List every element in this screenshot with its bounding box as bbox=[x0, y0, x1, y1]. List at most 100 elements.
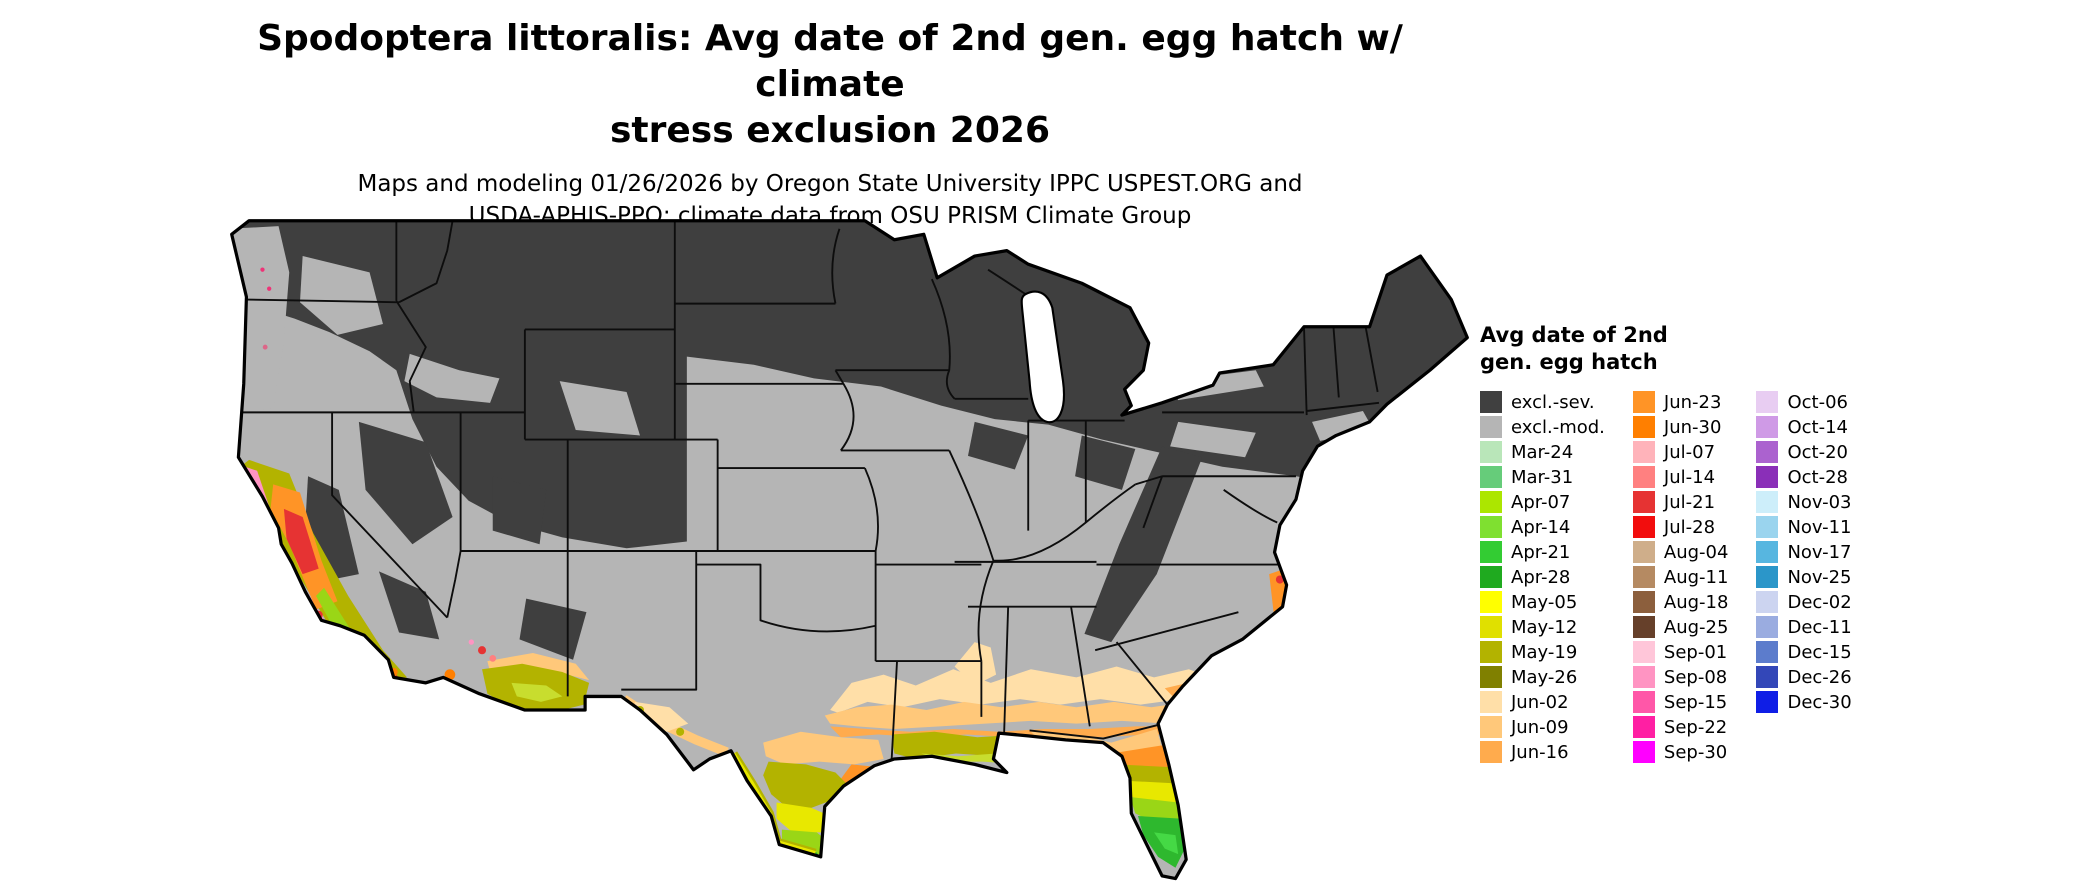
legend-color-swatch bbox=[1632, 541, 1655, 564]
legend-color-swatch bbox=[1632, 616, 1655, 639]
us-map bbox=[225, 218, 1470, 884]
map-title-line2: stress exclusion 2026 bbox=[610, 110, 1050, 152]
legend-label: Jun-02 bbox=[1511, 691, 1569, 713]
legend-color-swatch bbox=[1480, 666, 1502, 689]
legend-color-swatch bbox=[1756, 666, 1779, 689]
legend-title-line1: Avg date of 2nd bbox=[1480, 323, 1668, 347]
legend-label: Jul-28 bbox=[1663, 516, 1716, 538]
legend-label: Aug-18 bbox=[1663, 591, 1729, 613]
legend-item: Sep-01 bbox=[1632, 640, 1729, 665]
hatch-date-gradient-regions bbox=[235, 267, 1288, 879]
legend-color-swatch bbox=[1480, 641, 1502, 664]
legend-label: Dec-30 bbox=[1787, 691, 1852, 713]
legend-color-swatch bbox=[1480, 491, 1502, 514]
legend-item: Apr-14 bbox=[1480, 515, 1605, 540]
legend-item: Aug-25 bbox=[1632, 615, 1729, 640]
legend-item: Aug-11 bbox=[1632, 565, 1729, 590]
legend-item: Nov-11 bbox=[1756, 515, 1852, 540]
legend-item: Jun-09 bbox=[1480, 715, 1605, 740]
legend-color-swatch bbox=[1756, 591, 1779, 614]
legend-label: May-26 bbox=[1511, 666, 1578, 688]
legend-columns: excl.-sev. excl.-mod. Mar-24 Mar-31 bbox=[1480, 390, 2080, 765]
legend-item: Dec-15 bbox=[1756, 640, 1852, 665]
legend-item: Jul-07 bbox=[1632, 440, 1729, 465]
legend-item: Aug-18 bbox=[1632, 590, 1729, 615]
legend-item: Jun-23 bbox=[1632, 390, 1729, 415]
state-borders bbox=[239, 220, 1380, 760]
legend-label: Dec-26 bbox=[1787, 666, 1852, 688]
legend-color-swatch bbox=[1480, 416, 1502, 439]
legend-item: May-19 bbox=[1480, 640, 1605, 665]
legend-label: Aug-11 bbox=[1663, 566, 1729, 588]
legend-label: Oct-28 bbox=[1787, 466, 1848, 488]
legend-label: Aug-25 bbox=[1663, 616, 1729, 638]
legend-item: Sep-15 bbox=[1632, 690, 1729, 715]
legend-color-swatch bbox=[1756, 516, 1779, 539]
legend-label: May-12 bbox=[1511, 616, 1578, 638]
legend-color-swatch bbox=[1480, 516, 1502, 539]
legend-item: Oct-20 bbox=[1756, 440, 1851, 465]
legend-color-swatch bbox=[1632, 716, 1655, 739]
legend-color-swatch bbox=[1632, 641, 1655, 664]
legend-color-swatch bbox=[1632, 566, 1655, 589]
legend-color-swatch bbox=[1480, 741, 1502, 764]
legend-color-swatch bbox=[1756, 441, 1779, 464]
legend-item: Nov-25 bbox=[1756, 565, 1852, 590]
legend-label: Jul-14 bbox=[1663, 466, 1716, 488]
legend-color-swatch bbox=[1632, 391, 1655, 414]
legend-item: Dec-30 bbox=[1756, 690, 1852, 715]
legend-color-swatch bbox=[1632, 591, 1655, 614]
legend-item: Apr-21 bbox=[1480, 540, 1605, 565]
map-subtitle-line1: Maps and modeling 01/26/2026 by Oregon S… bbox=[357, 171, 1303, 198]
legend-item: May-12 bbox=[1480, 615, 1605, 640]
legend-color-swatch bbox=[1756, 641, 1779, 664]
legend-color-swatch bbox=[1480, 541, 1502, 564]
legend-item: Jun-16 bbox=[1480, 740, 1605, 765]
legend-label: Jun-30 bbox=[1663, 416, 1722, 438]
legend-title-line2: gen. egg hatch bbox=[1480, 350, 1658, 375]
legend-item: Nov-03 bbox=[1756, 490, 1852, 515]
legend-color-swatch bbox=[1756, 566, 1779, 589]
legend-color-swatch bbox=[1632, 416, 1655, 439]
legend-item: Oct-06 bbox=[1756, 390, 1851, 415]
legend-label: Oct-14 bbox=[1787, 416, 1848, 438]
legend-label: Apr-14 bbox=[1511, 516, 1571, 538]
legend-label: Nov-03 bbox=[1787, 491, 1852, 513]
legend-label: Dec-15 bbox=[1787, 641, 1852, 663]
legend-label: Apr-28 bbox=[1511, 566, 1571, 588]
legend-item: Jul-28 bbox=[1632, 515, 1729, 540]
legend-label: Sep-22 bbox=[1663, 716, 1728, 738]
legend-item: Dec-11 bbox=[1756, 615, 1852, 640]
legend-item: Sep-30 bbox=[1632, 740, 1729, 765]
legend-label: Jun-09 bbox=[1511, 716, 1569, 738]
legend-label: Mar-31 bbox=[1511, 466, 1574, 488]
legend-color-swatch bbox=[1756, 416, 1779, 439]
legend-color-swatch bbox=[1480, 391, 1502, 414]
legend-item: Oct-14 bbox=[1756, 415, 1851, 440]
legend-label: Mar-24 bbox=[1511, 441, 1574, 463]
legend-label: Sep-01 bbox=[1663, 641, 1728, 663]
legend-item: Jul-14 bbox=[1632, 465, 1729, 490]
legend-item: May-05 bbox=[1480, 590, 1605, 615]
legend-color-swatch bbox=[1480, 716, 1502, 739]
legend-label: Jul-07 bbox=[1663, 441, 1716, 463]
legend-color-swatch bbox=[1632, 491, 1655, 514]
legend-color-swatch bbox=[1632, 441, 1655, 464]
legend-color-swatch bbox=[1480, 441, 1502, 464]
legend-label: Jun-16 bbox=[1511, 741, 1569, 763]
legend-label: Sep-08 bbox=[1663, 666, 1728, 688]
legend-column-2: Jun-23 Jun-30 Jul-07 Jul-14 bbox=[1632, 390, 1729, 765]
legend-column-1: excl.-sev. excl.-mod. Mar-24 Mar-31 bbox=[1480, 390, 1605, 765]
legend-color-swatch bbox=[1756, 466, 1779, 489]
legend-item: excl.-sev. bbox=[1480, 390, 1605, 415]
legend-item: Dec-26 bbox=[1756, 665, 1852, 690]
legend-item: Apr-07 bbox=[1480, 490, 1605, 515]
legend-item: Jul-21 bbox=[1632, 490, 1729, 515]
legend-label: excl.-sev. bbox=[1511, 391, 1595, 413]
legend-label: Sep-15 bbox=[1663, 691, 1728, 713]
legend: Avg date of 2nd gen. egg hatch excl.-sev… bbox=[1480, 322, 2080, 765]
legend-label: Oct-06 bbox=[1787, 391, 1848, 413]
legend-label: Jun-23 bbox=[1663, 391, 1722, 413]
legend-item: Sep-22 bbox=[1632, 715, 1729, 740]
legend-label: Dec-11 bbox=[1787, 616, 1852, 638]
